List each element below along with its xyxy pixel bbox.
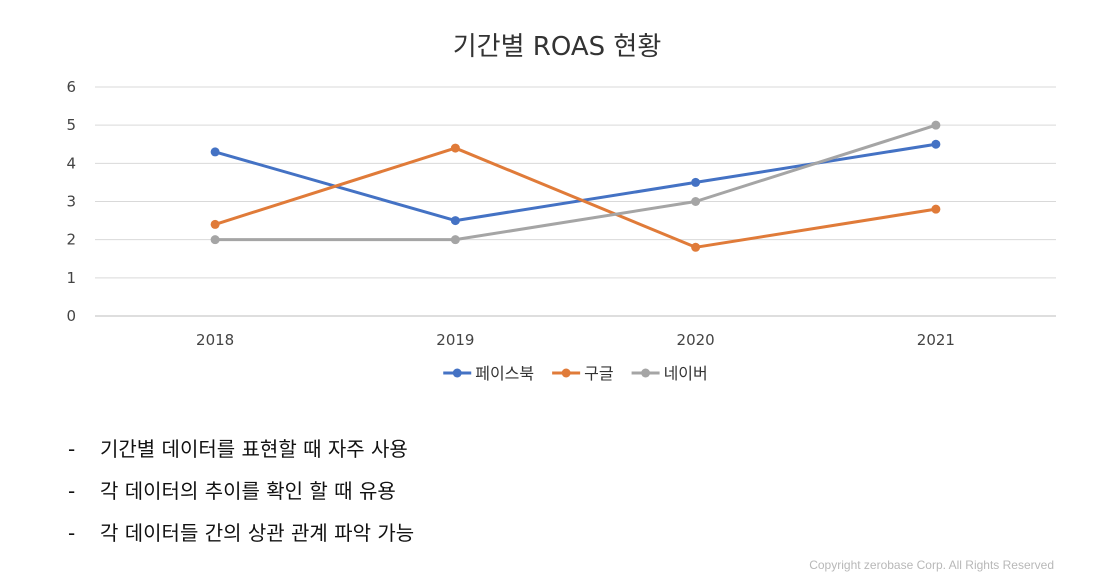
bullet-text: 각 데이터들 간의 상관 관계 파악 가능 (100, 521, 415, 545)
legend-marker (452, 368, 462, 378)
data-point (210, 219, 220, 229)
bullet-text: 기간별 데이터를 표현할 때 자주 사용 (100, 437, 408, 461)
legend-label: 페이스북 (475, 364, 534, 383)
bullet-dash: - (68, 479, 76, 503)
x-tick-label: 2020 (677, 331, 715, 349)
bullet-list: - 기간별 데이터를 표현할 때 자주 사용 -각 데이터의 추이를 확인 할 때… (68, 432, 414, 558)
chart-title: 기간별 ROAS 현황 (453, 32, 662, 62)
legend-label: 구글 (584, 364, 613, 383)
legend-label: 네이버 (664, 364, 708, 383)
data-point (450, 143, 460, 153)
x-axis-ticks: 2018 2019 2020 2021 (196, 331, 955, 349)
data-point (931, 139, 941, 149)
legend: 페이스북 구글 네이버 (443, 364, 708, 383)
data-point (210, 147, 220, 157)
series-line (213, 142, 938, 223)
legend-item: 구글 (552, 364, 614, 383)
bullet-dash: - (68, 521, 76, 545)
data-point (691, 197, 701, 206)
legend-marker (641, 368, 651, 378)
y-tick-label: 5 (66, 116, 76, 134)
data-point (450, 216, 460, 226)
legend-item: 네이버 (631, 364, 708, 383)
x-tick-label: 2018 (196, 331, 234, 349)
y-tick-label: 4 (66, 154, 76, 172)
series-line (213, 123, 938, 242)
series-2 (210, 143, 941, 252)
y-tick-label: 1 (66, 269, 76, 287)
bullet-dash: - (68, 437, 76, 461)
data-point (450, 235, 460, 245)
x-tick-label: 2021 (917, 331, 955, 349)
series-1 (210, 139, 941, 226)
y-tick-label: 3 (66, 193, 76, 211)
data-point (691, 242, 701, 252)
legend-item: 페이스북 (443, 364, 534, 383)
data-point (931, 120, 941, 130)
copyright-notice: Copyright zerobase Corp. All Rights Rese… (809, 558, 1054, 572)
legend-marker (561, 368, 571, 378)
y-tick-label: 6 (66, 78, 76, 96)
data-point (210, 235, 220, 245)
bullet-item: -각 데이터의 추이를 확인 할 때 유용 (68, 474, 414, 516)
series-line (213, 146, 938, 249)
bullet-item: - 기간별 데이터를 표현할 때 자주 사용 (68, 432, 414, 474)
series-lines (210, 120, 941, 252)
bullet-text: 각 데이터의 추이를 확인 할 때 유용 (100, 479, 396, 503)
data-point (691, 177, 701, 187)
x-tick-label: 2019 (436, 331, 474, 349)
y-tick-label: 0 (66, 307, 76, 325)
y-axis-ticks: 0 1 2 3 4 5 6 (66, 78, 76, 325)
series-3 (210, 120, 941, 245)
bullet-item: -각 데이터들 간의 상관 관계 파악 가능 (68, 516, 414, 558)
y-tick-label: 2 (66, 231, 76, 249)
data-point (931, 204, 941, 214)
roas-line-chart: 기간별 ROAS 현황 0 1 2 3 4 5 6 2018 2019 2020 2021 페이스… (66, 32, 1056, 383)
